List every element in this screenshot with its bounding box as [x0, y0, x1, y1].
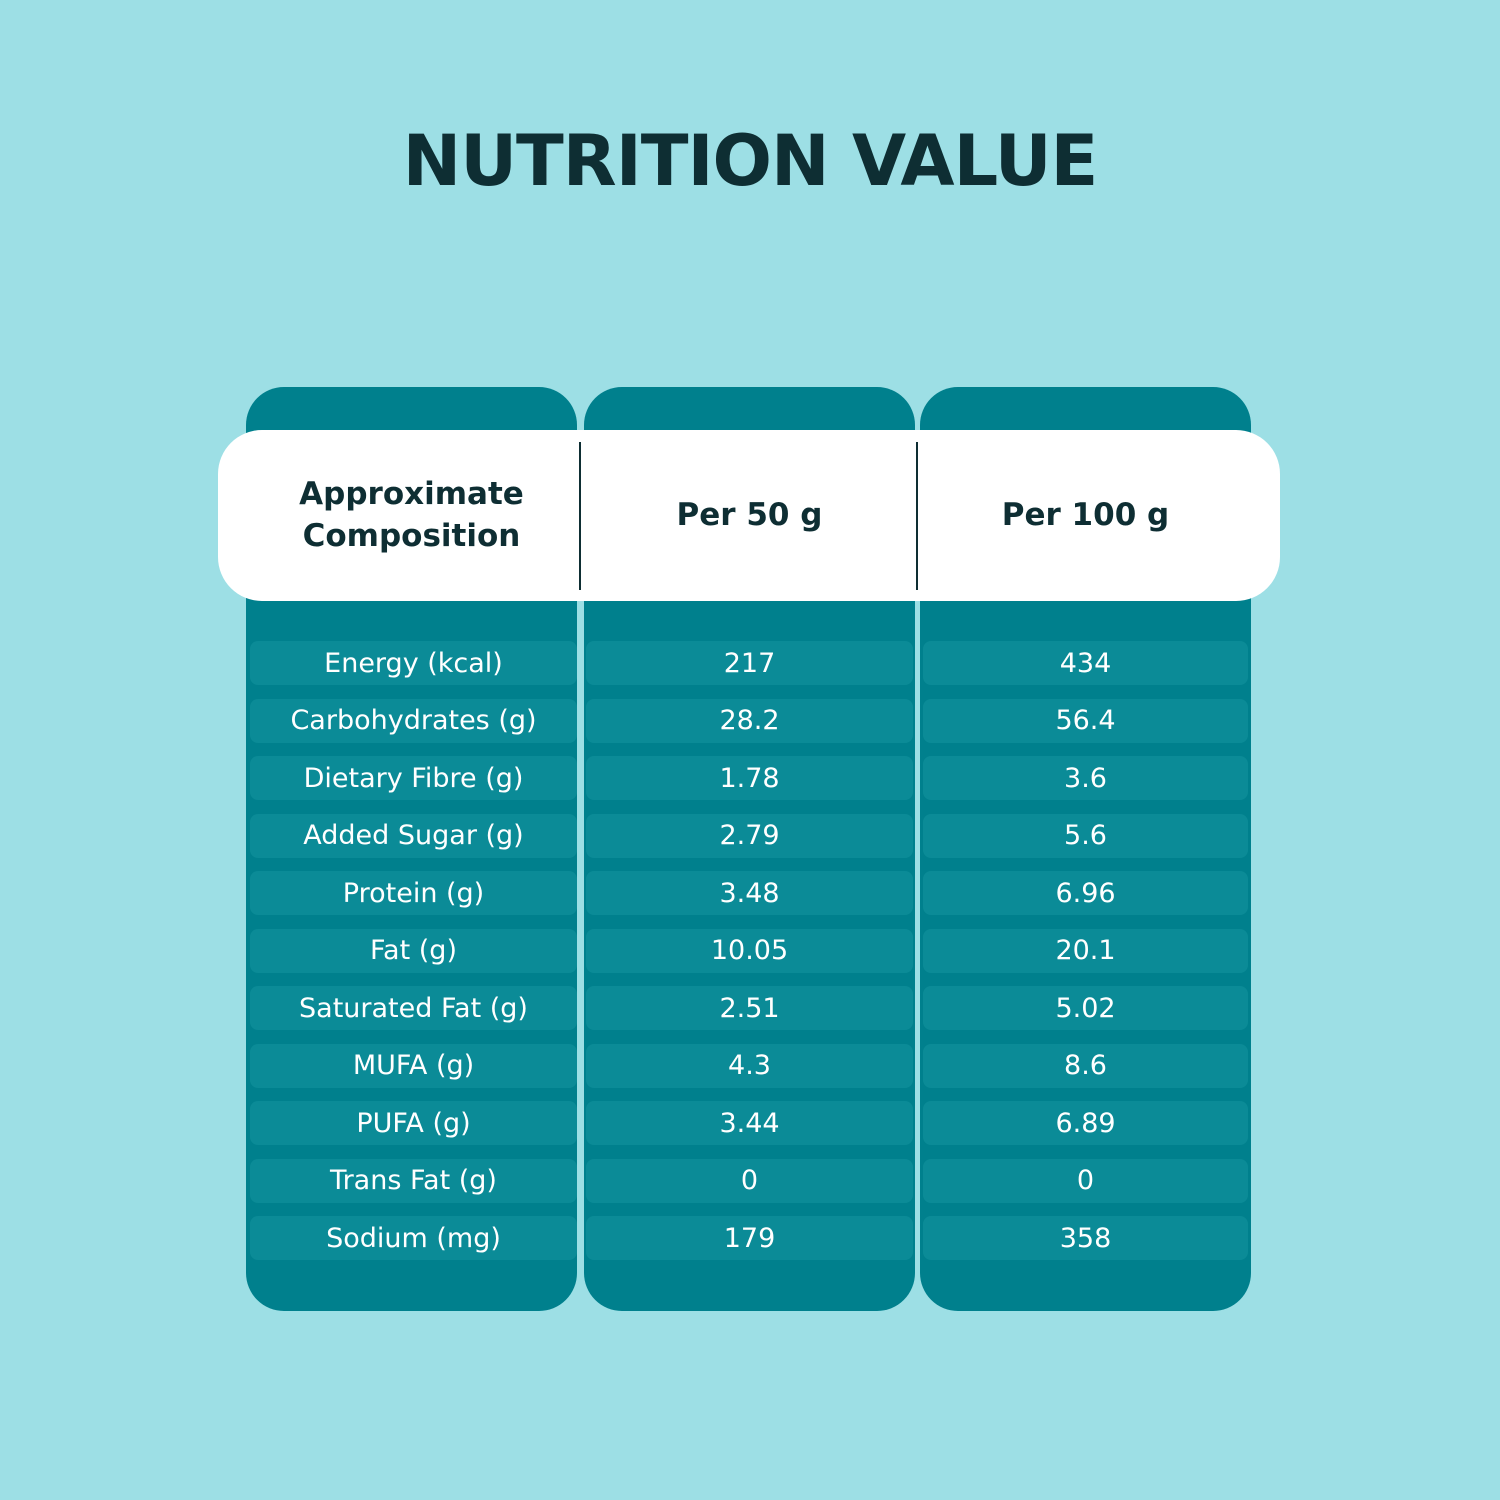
nutrient-name: Dietary Fibre (g) [250, 756, 577, 800]
table-row: PUFA (g) 3.44 6.89 [0, 1101, 1500, 1159]
nutrient-name: MUFA (g) [250, 1043, 577, 1088]
value-per-100g: 5.6 [923, 813, 1248, 858]
value-per-100g: 358 [923, 1216, 1248, 1260]
page-title: NUTRITION VALUE [402, 120, 1099, 202]
value-per-50g: 179 [586, 1216, 913, 1260]
nutrient-name: Trans Fat (g) [250, 1158, 577, 1203]
header-composition: Approximate Composition [299, 475, 524, 554]
value-per-100g: 5.02 [923, 986, 1248, 1030]
header-divider [579, 442, 581, 590]
value-per-100g: 0 [923, 1158, 1248, 1203]
table-row: Saturated Fat (g) 2.51 5.02 [0, 986, 1500, 1044]
header-per-100g: Per 100 g [1001, 496, 1170, 533]
header-per-50g: Per 50 g [676, 496, 823, 533]
value-per-50g: 10.05 [586, 928, 913, 973]
value-per-50g: 4.3 [586, 1043, 913, 1088]
value-per-50g: 28.2 [586, 698, 913, 743]
value-per-50g: 2.79 [586, 813, 913, 858]
value-per-50g: 1.78 [586, 756, 913, 800]
table-row: Added Sugar (g) 2.79 5.6 [0, 813, 1500, 872]
table-header: Approximate Composition Per 50 g Per 100… [218, 430, 1280, 601]
value-per-100g: 434 [923, 641, 1248, 685]
value-per-50g: 3.48 [586, 871, 913, 915]
nutrient-name: Saturated Fat (g) [250, 986, 577, 1030]
nutrient-name: PUFA (g) [250, 1101, 577, 1145]
table-row: Protein (g) 3.48 6.96 [0, 871, 1500, 929]
header-divider [916, 442, 918, 590]
nutrient-name: Energy (kcal) [250, 641, 577, 685]
table-row: Carbohydrates (g) 28.2 56.4 [0, 698, 1500, 757]
value-per-100g: 3.6 [923, 756, 1248, 800]
nutrient-name: Carbohydrates (g) [250, 698, 577, 743]
table-body: Energy (kcal) 217 434 Carbohydrates (g) … [0, 641, 1500, 1274]
value-per-100g: 56.4 [923, 698, 1248, 743]
table-row: Fat (g) 10.05 20.1 [0, 928, 1500, 987]
nutrient-name: Fat (g) [250, 928, 577, 973]
table-row: MUFA (g) 4.3 8.6 [0, 1043, 1500, 1102]
table-row: Trans Fat (g) 0 0 [0, 1158, 1500, 1217]
value-per-100g: 6.96 [923, 871, 1248, 915]
nutrient-name: Sodium (mg) [250, 1216, 577, 1260]
value-per-50g: 2.51 [586, 986, 913, 1030]
table-row: Sodium (mg) 179 358 [0, 1216, 1500, 1274]
value-per-50g: 0 [586, 1158, 913, 1203]
value-per-50g: 3.44 [586, 1101, 913, 1145]
table-row: Dietary Fibre (g) 1.78 3.6 [0, 756, 1500, 814]
value-per-100g: 6.89 [923, 1101, 1248, 1145]
value-per-50g: 217 [586, 641, 913, 685]
value-per-100g: 8.6 [923, 1043, 1248, 1088]
nutrient-name: Added Sugar (g) [250, 813, 577, 858]
table-row: Energy (kcal) 217 434 [0, 641, 1500, 699]
nutrient-name: Protein (g) [250, 871, 577, 915]
value-per-100g: 20.1 [923, 928, 1248, 973]
